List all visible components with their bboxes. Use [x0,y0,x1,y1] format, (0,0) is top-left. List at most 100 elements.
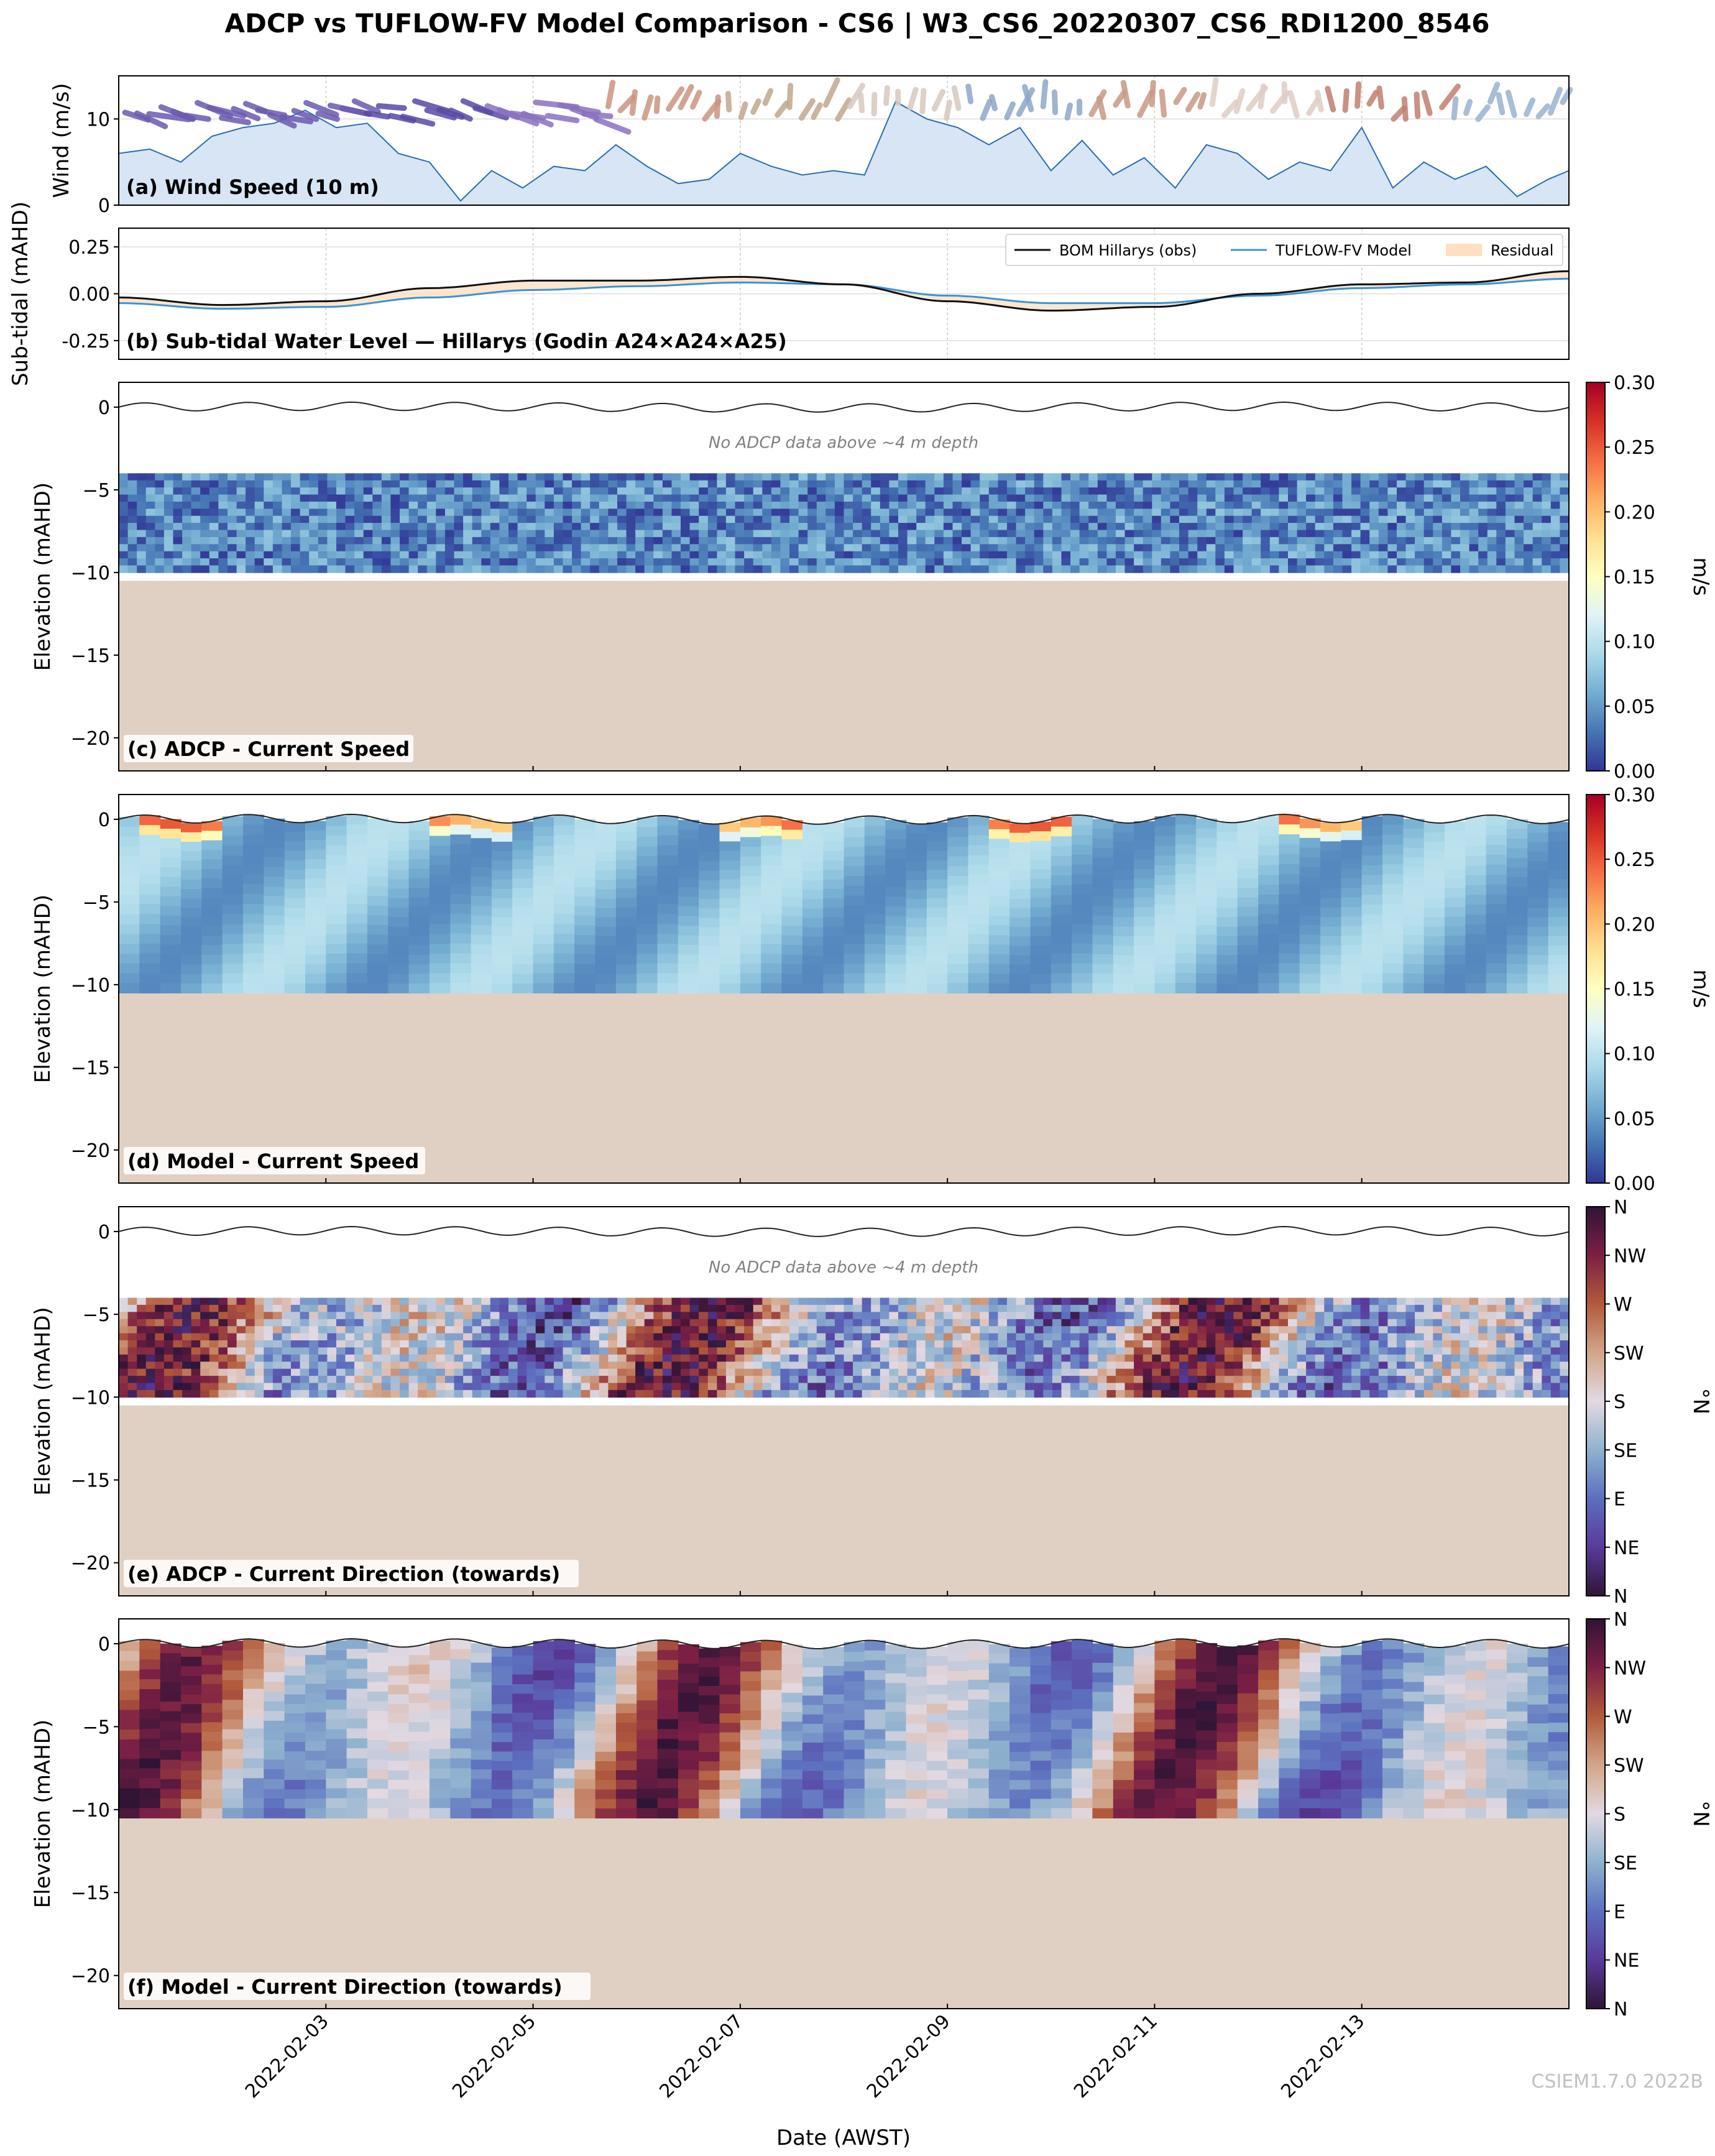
heatmap-cell [1527,898,1549,909]
heatmap-cell [699,1297,709,1306]
heatmap-cell [595,984,617,993]
heatmap-cell [781,926,803,936]
heatmap-cell [1025,473,1035,481]
heatmap-cell [1496,501,1506,510]
wind-arrow [944,99,952,121]
heatmap-cell [1360,480,1370,488]
heatmap-cell [300,1312,310,1320]
heatmap-cell [862,501,872,510]
heatmap-cell [481,1333,491,1341]
heatmap-cell [1324,480,1334,488]
heatmap-cell [327,1319,337,1327]
heatmap-cell [512,821,534,832]
heatmap-cell [740,914,761,926]
heatmap-cell [581,523,591,531]
heatmap-cell [309,1297,319,1306]
heatmap-cell [595,851,617,862]
heatmap-cell [327,544,337,552]
heatmap-cell [898,530,908,538]
heatmap-cell [1465,905,1487,915]
heatmap-cell [707,1376,718,1384]
heatmap-cell [1052,530,1062,538]
heatmap-cell [781,954,803,965]
heatmap-cell [119,1340,129,1348]
heatmap-cell [145,473,156,481]
heatmap-cell [1261,530,1271,538]
heatmap-cell [200,515,210,523]
heatmap-cell [471,847,492,859]
heatmap-cell [906,824,927,834]
heatmap-cell [889,473,899,481]
heatmap-cell [689,1340,699,1348]
heatmap-cell [735,515,745,523]
heatmap-cell [1382,983,1404,993]
heatmap-cell [1487,544,1497,552]
heatmap-cell [1441,523,1452,531]
heatmap-cell [1405,501,1415,510]
heatmap-cell [802,955,824,965]
heatmap-cell [853,523,863,531]
heatmap-cell [1097,530,1108,538]
heatmap-cell [753,480,763,488]
heatmap-cell [1505,530,1515,538]
heatmap-cell [1216,841,1238,852]
heatmap-cell [1423,983,1445,993]
heatmap-cell [137,515,147,523]
heatmap-cell [1106,494,1116,502]
heatmap-cell [699,1312,709,1320]
heatmap-cell [615,831,637,842]
heatmap-cell [1548,878,1570,889]
heatmap-cell [1170,558,1180,566]
heatmap-cell [499,1333,509,1341]
heatmap-cell [574,944,596,955]
heatmap-cell [608,1340,618,1348]
heatmap-cell [934,473,944,481]
heatmap-cell [1299,818,1321,829]
heatmap-cell [236,501,246,510]
heatmap-cell [590,1361,600,1370]
heatmap-cell [1113,955,1134,965]
heatmap-cell [968,816,990,826]
heatmap-cell [1106,530,1116,538]
heatmap-cell [326,983,347,993]
heatmap-cell [454,544,464,552]
heatmap-cell [463,1312,473,1320]
heatmap-cell [553,914,575,924]
heatmap-cell [898,473,908,481]
heatmap-cell [145,1326,156,1334]
heatmap-cell [426,565,437,573]
heatmap-cell [1258,934,1280,944]
heatmap-cell [1279,814,1300,825]
heatmap-cell [590,509,600,517]
heatmap-cell [533,885,554,896]
heatmap-cell [707,494,718,502]
heatmap-cell [1070,501,1080,510]
heatmap-cell [1527,908,1549,918]
heatmap-cell [1306,551,1316,559]
heatmap-cell [871,565,881,573]
heatmap-cell [272,1383,283,1391]
heatmap-cell [1215,487,1225,495]
heatmap-cell [318,1312,328,1320]
heatmap-cell [300,487,310,495]
heatmap-cell [450,834,472,845]
heatmap-cell [1097,544,1108,552]
heatmap-cell [1124,509,1134,517]
heatmap-cell [418,473,428,481]
heatmap-cell [699,558,709,566]
heatmap-cell [735,1389,745,1398]
heatmap-cell [1261,515,1271,523]
heatmap-cell [1134,850,1156,860]
heatmap-cell [209,523,219,531]
heatmap-cell [735,509,745,517]
heatmap-cell [137,473,147,481]
heatmap-cell [173,558,183,566]
heatmap-cell [139,874,161,885]
heatmap-cell [1143,509,1153,517]
heatmap-cell [1079,501,1089,510]
heatmap-cell [789,544,799,552]
heatmap-cell [1216,974,1238,984]
heatmap-cell [1341,859,1363,870]
heatmap-cell [388,860,410,870]
heatmap-cell [1175,824,1197,836]
